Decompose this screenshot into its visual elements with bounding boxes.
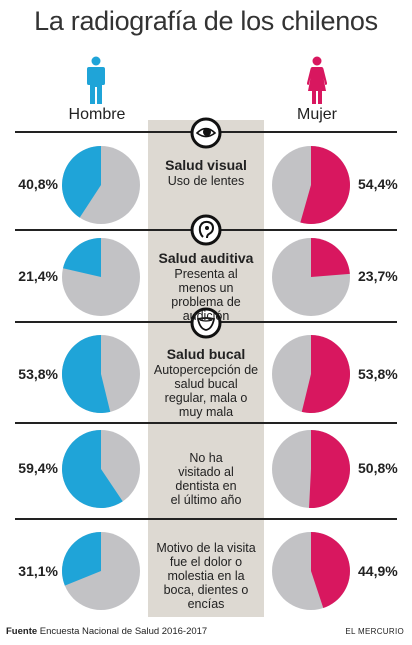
pct-mujer-row-2: 23,7% bbox=[358, 268, 398, 284]
pie-slice-hombre bbox=[61, 335, 111, 413]
pie-slice-hombre bbox=[62, 146, 101, 218]
pie-hombre-row-3 bbox=[61, 335, 140, 413]
row-5-text: Motivo de la visita fue el dolor o moles… bbox=[148, 541, 264, 611]
woman-figure-icon bbox=[306, 56, 328, 104]
divider-line bbox=[15, 422, 397, 424]
pie-slice-mujer bbox=[300, 146, 350, 224]
brand-logo: EL MERCURIO bbox=[345, 627, 404, 636]
pct-mujer-row-4: 50,8% bbox=[358, 460, 398, 476]
center-band bbox=[148, 120, 264, 617]
divider-line bbox=[15, 518, 397, 520]
pie-mujer-row-2 bbox=[272, 238, 350, 316]
pie-slice-mujer bbox=[301, 335, 351, 413]
page-title: La radiografía de los chilenos bbox=[34, 6, 378, 36]
pct-hombre-row-4: 59,4% bbox=[18, 460, 58, 476]
pct-hombre-row-5: 31,1% bbox=[18, 563, 58, 579]
pie-slice-hombre bbox=[61, 430, 123, 508]
row-description: No ha visitado al dentista en el último … bbox=[170, 451, 242, 507]
mouth-icon bbox=[190, 307, 222, 339]
source-label: Fuente bbox=[6, 626, 38, 637]
row-description: Autopercepción de salud bucal regular, m… bbox=[153, 363, 259, 419]
row-3-text: Salud bucal Autopercepción de salud buca… bbox=[148, 346, 264, 419]
man-figure-icon bbox=[87, 56, 105, 104]
mujer-label: Mujer bbox=[296, 106, 337, 123]
pie-hombre-row-1 bbox=[62, 146, 140, 224]
row-description: Uso de lentes bbox=[167, 174, 245, 188]
source-text: Encuesta Nacional de Salud 2016-2017 bbox=[39, 626, 208, 637]
row-description: Presenta al menos un problema de audició… bbox=[171, 267, 241, 323]
row-heading: Salud auditiva bbox=[158, 250, 254, 266]
pct-mujer-row-3: 53,8% bbox=[358, 366, 398, 382]
ear-icon bbox=[190, 214, 222, 246]
row-description: Motivo de la visita fue el dolor o moles… bbox=[156, 541, 256, 611]
pie-mujer-row-4 bbox=[272, 430, 351, 508]
pct-mujer-row-1: 54,4% bbox=[358, 176, 398, 192]
pie-slice-hombre bbox=[62, 238, 101, 277]
pie-slice-mujer bbox=[311, 532, 350, 609]
pie-mujer-row-1 bbox=[272, 146, 350, 224]
row-heading: Salud bucal bbox=[166, 346, 246, 362]
pct-mujer-row-5: 44,9% bbox=[358, 563, 398, 579]
source-note: Fuente Encuesta Nacional de Salud 2016-2… bbox=[6, 626, 207, 637]
row-4-text: No ha visitado al dentista en el último … bbox=[148, 451, 264, 507]
row-2-text: Salud auditiva Presenta al menos un prob… bbox=[148, 250, 264, 323]
pie-slice-mujer bbox=[311, 238, 350, 277]
pct-hombre-row-1: 40,8% bbox=[18, 176, 58, 192]
pie-mujer-row-5 bbox=[272, 532, 350, 610]
hombre-label: Hombre bbox=[68, 106, 126, 123]
pie-hombre-row-2 bbox=[62, 238, 140, 316]
pct-hombre-row-2: 21,4% bbox=[18, 268, 58, 284]
pie-hombre-row-4 bbox=[61, 430, 140, 508]
pct-hombre-row-3: 53,8% bbox=[18, 366, 58, 382]
row-heading: Salud visual bbox=[165, 157, 247, 173]
pie-slice-mujer bbox=[309, 430, 351, 508]
pie-hombre-row-5 bbox=[62, 532, 140, 610]
eye-icon bbox=[190, 117, 222, 149]
row-1-text: Salud visual Uso de lentes bbox=[148, 157, 264, 188]
pie-mujer-row-3 bbox=[272, 335, 351, 413]
pie-slice-hombre bbox=[62, 532, 101, 586]
